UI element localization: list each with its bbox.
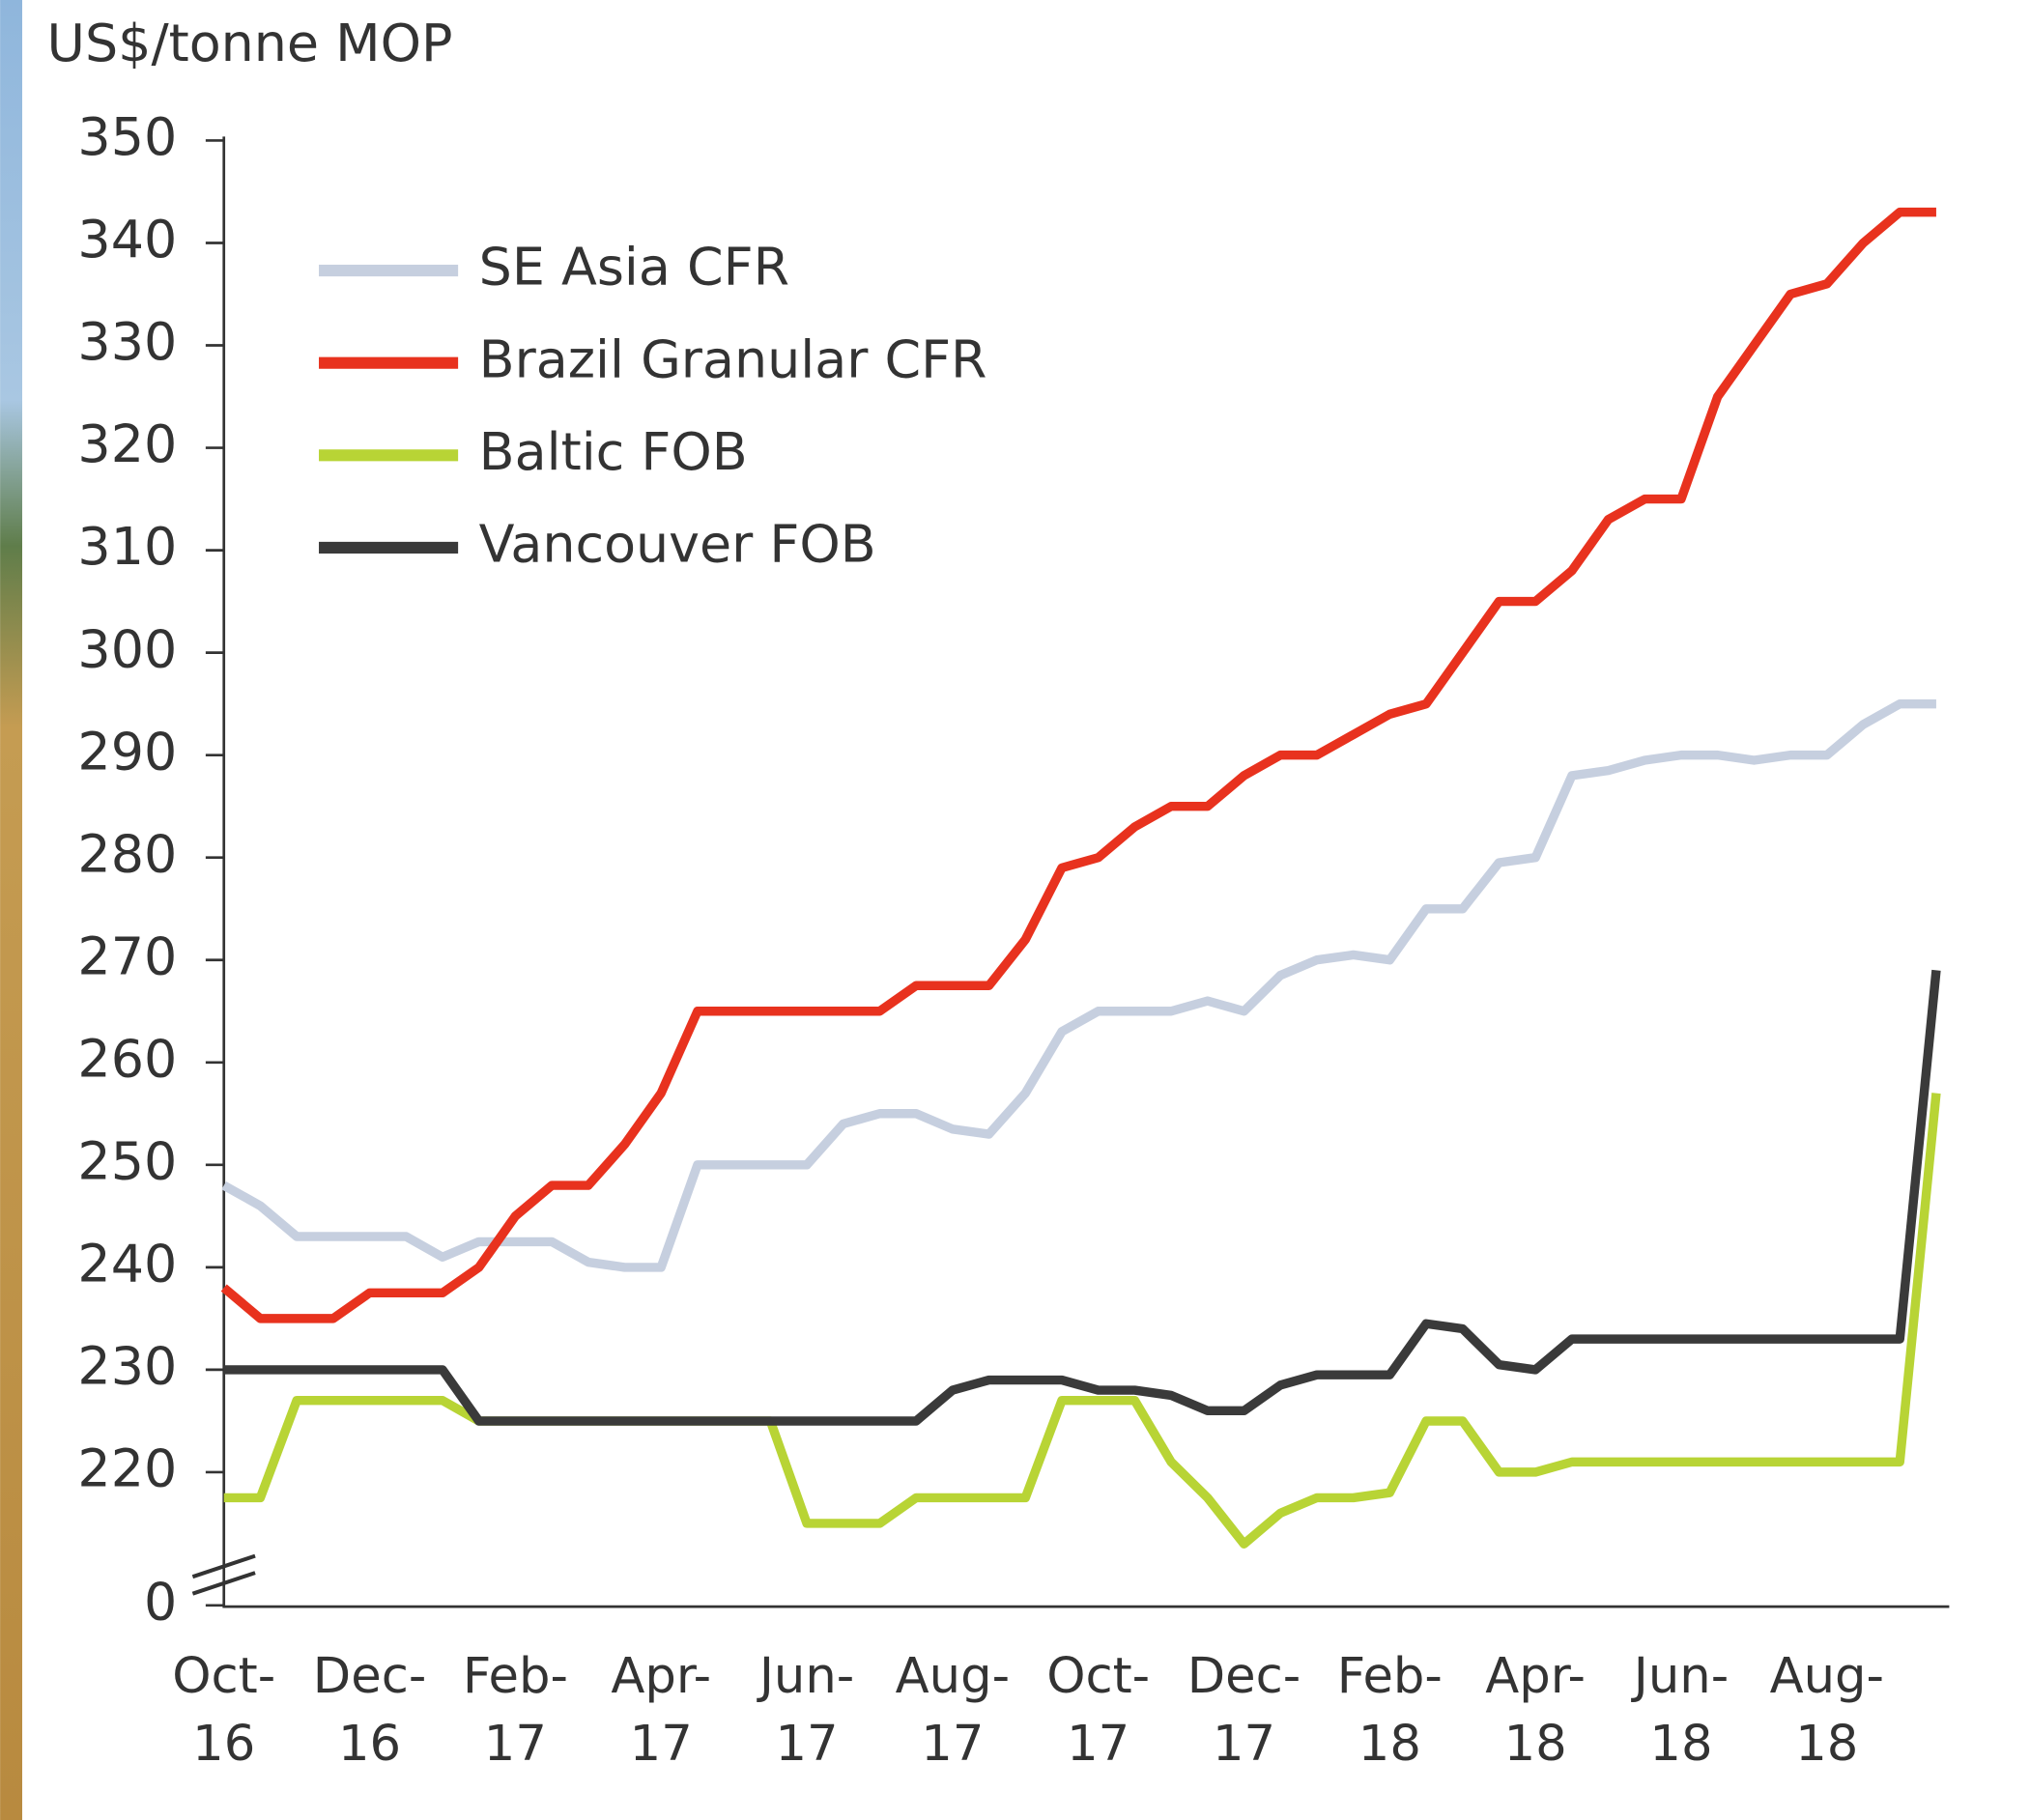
legend-label: Vancouver FOB bbox=[479, 514, 876, 575]
y-tick-label: 290 bbox=[77, 721, 177, 782]
x-tick-label-box: Aug- 18 bbox=[1749, 1642, 1905, 1799]
x-tick-label-box: Feb- 18 bbox=[1312, 1642, 1469, 1799]
series-line bbox=[224, 970, 1936, 1421]
x-tick-label: Jun- 18 bbox=[1622, 1642, 1739, 1777]
y-tick-label: 220 bbox=[77, 1438, 177, 1499]
x-tick-label-box: Oct- 16 bbox=[146, 1642, 302, 1799]
y-tick-label: 340 bbox=[77, 209, 177, 270]
x-tick-label: Apr- 17 bbox=[603, 1642, 720, 1777]
x-tick-label-box: Dec- 16 bbox=[292, 1642, 448, 1799]
series-line bbox=[224, 1094, 1936, 1545]
x-tick-label-box: Jun- 17 bbox=[729, 1642, 885, 1799]
y-tick-label: 320 bbox=[77, 413, 177, 474]
x-tick-label: Oct- 16 bbox=[165, 1642, 282, 1777]
y-tick-label: 260 bbox=[77, 1028, 177, 1089]
x-tick-label: Apr- 18 bbox=[1477, 1642, 1594, 1777]
x-tick-label-box: Jun- 18 bbox=[1603, 1642, 1759, 1799]
x-tick-label: Aug- 17 bbox=[894, 1642, 1011, 1777]
y-tick-label: 280 bbox=[77, 823, 177, 884]
y-tick-label: 240 bbox=[77, 1234, 177, 1294]
x-tick-label-box: Feb- 17 bbox=[438, 1642, 594, 1799]
x-tick-label-box: Apr- 18 bbox=[1457, 1642, 1614, 1799]
side-photo bbox=[0, 0, 22, 1820]
y-tick-label: 250 bbox=[77, 1130, 177, 1191]
x-tick-label: Feb- 18 bbox=[1331, 1642, 1448, 1777]
y-tick-label: 270 bbox=[77, 925, 177, 986]
x-tick-label-box: Dec- 17 bbox=[1166, 1642, 1323, 1799]
y-tick-label: 230 bbox=[77, 1336, 177, 1397]
legend-label: Baltic FOB bbox=[479, 421, 748, 482]
x-tick-label: Aug- 18 bbox=[1768, 1642, 1885, 1777]
legend-label: Brazil Granular CFR bbox=[479, 328, 987, 389]
x-tick-label: Oct- 17 bbox=[1040, 1642, 1157, 1777]
y-tick-label: 310 bbox=[77, 516, 177, 577]
x-tick-label-box: Aug- 17 bbox=[874, 1642, 1031, 1799]
x-tick-label: Dec- 16 bbox=[311, 1642, 428, 1777]
x-tick-label: Jun- 17 bbox=[748, 1642, 865, 1777]
y-tick-label: 330 bbox=[77, 311, 177, 372]
y-tick-label: 300 bbox=[77, 618, 177, 679]
y-axis-title: US$/tonne MOP bbox=[47, 13, 453, 73]
series-line bbox=[224, 704, 1936, 1267]
y-tick-label: 0 bbox=[144, 1571, 177, 1632]
x-tick-label-box: Oct- 17 bbox=[1020, 1642, 1177, 1799]
x-tick-label: Dec- 17 bbox=[1186, 1642, 1302, 1777]
chart: US$/tonne MOP 0 220 230 240 250 260 270 280 290 3… bbox=[0, 0, 2030, 1820]
y-tick-label: 350 bbox=[77, 106, 177, 167]
x-tick-label-box: Apr- 17 bbox=[583, 1642, 739, 1799]
page: {"chart_data": {"type": "line", "title":… bbox=[0, 0, 2030, 1820]
legend-label: SE Asia CFR bbox=[479, 237, 789, 298]
x-tick-label: Feb- 17 bbox=[457, 1642, 574, 1777]
